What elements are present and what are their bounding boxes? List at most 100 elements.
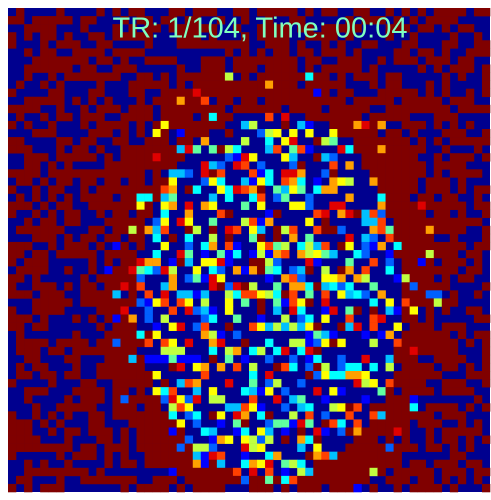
pixel xyxy=(377,387,386,396)
pixel xyxy=(329,225,338,235)
pixel xyxy=(329,48,338,57)
pixel xyxy=(369,322,378,331)
pixel xyxy=(104,153,113,162)
pixel xyxy=(8,201,17,210)
pixel xyxy=(409,411,418,420)
pixel xyxy=(144,443,153,452)
pixel xyxy=(385,258,394,267)
pixel xyxy=(168,24,177,33)
pixel xyxy=(232,185,242,194)
pixel xyxy=(144,419,153,428)
pixel xyxy=(369,338,378,348)
pixel xyxy=(257,314,266,323)
pixel xyxy=(64,217,73,227)
pixel xyxy=(144,185,153,194)
pixel xyxy=(120,362,129,372)
pixel xyxy=(208,387,218,396)
pixel xyxy=(160,177,169,186)
pixel xyxy=(232,250,242,259)
pixel xyxy=(249,395,258,404)
pixel xyxy=(120,435,129,444)
pixel xyxy=(417,201,427,210)
pixel xyxy=(176,104,186,114)
pixel xyxy=(96,169,105,178)
pixel xyxy=(48,427,57,436)
pixel xyxy=(393,177,402,186)
pixel xyxy=(305,193,314,202)
pixel xyxy=(192,451,202,461)
pixel xyxy=(321,411,330,420)
pixel xyxy=(40,322,49,331)
pixel xyxy=(313,362,322,372)
pixel xyxy=(417,209,427,219)
pixel xyxy=(433,169,443,178)
pixel xyxy=(160,80,169,89)
pixel xyxy=(8,250,17,259)
pixel xyxy=(56,483,65,493)
pixel xyxy=(457,104,467,114)
pixel xyxy=(329,32,338,41)
pixel xyxy=(473,185,483,194)
pixel xyxy=(425,314,435,323)
pixel xyxy=(208,306,218,315)
pixel xyxy=(144,266,153,275)
pixel xyxy=(80,112,89,122)
pixel xyxy=(8,306,17,315)
pixel xyxy=(329,475,338,485)
pixel xyxy=(160,88,169,98)
pixel xyxy=(184,451,194,461)
pixel xyxy=(321,24,330,33)
pixel xyxy=(120,129,129,138)
pixel xyxy=(176,419,186,428)
pixel xyxy=(417,330,427,340)
pixel xyxy=(56,56,65,65)
pixel xyxy=(56,80,65,89)
pixel xyxy=(385,233,394,243)
pixel xyxy=(313,483,322,493)
pixel xyxy=(72,169,81,178)
pixel xyxy=(289,201,298,210)
pixel xyxy=(144,314,153,323)
pixel xyxy=(152,419,161,428)
pixel xyxy=(305,411,314,420)
pixel xyxy=(240,64,250,73)
pixel xyxy=(481,64,491,73)
pixel xyxy=(184,379,194,388)
pixel xyxy=(457,322,467,331)
pixel xyxy=(144,435,153,444)
pixel xyxy=(96,88,105,98)
pixel xyxy=(160,290,169,299)
pixel xyxy=(8,40,17,49)
pixel xyxy=(457,56,467,65)
pixel xyxy=(16,435,25,444)
pixel xyxy=(200,40,210,49)
pixel xyxy=(208,459,218,469)
pixel xyxy=(160,201,169,210)
pixel xyxy=(273,250,282,259)
pixel xyxy=(112,298,121,307)
pixel xyxy=(128,362,137,372)
pixel xyxy=(441,250,451,259)
pixel xyxy=(104,346,113,356)
pixel xyxy=(184,225,194,235)
pixel xyxy=(232,290,242,299)
pixel xyxy=(369,129,378,138)
pixel xyxy=(361,475,370,485)
pixel xyxy=(337,24,346,33)
pixel xyxy=(24,96,33,106)
pixel xyxy=(176,120,186,130)
pixel xyxy=(240,104,250,114)
pixel xyxy=(168,419,177,428)
pixel xyxy=(305,314,314,323)
pixel xyxy=(449,241,459,251)
pixel xyxy=(200,314,210,323)
pixel xyxy=(176,467,186,477)
pixel xyxy=(40,314,49,323)
pixel xyxy=(369,161,378,170)
pixel xyxy=(393,233,402,243)
pixel xyxy=(112,8,121,17)
pixel xyxy=(385,306,394,315)
pixel xyxy=(473,8,483,17)
pixel xyxy=(24,483,33,493)
pixel xyxy=(160,298,169,307)
